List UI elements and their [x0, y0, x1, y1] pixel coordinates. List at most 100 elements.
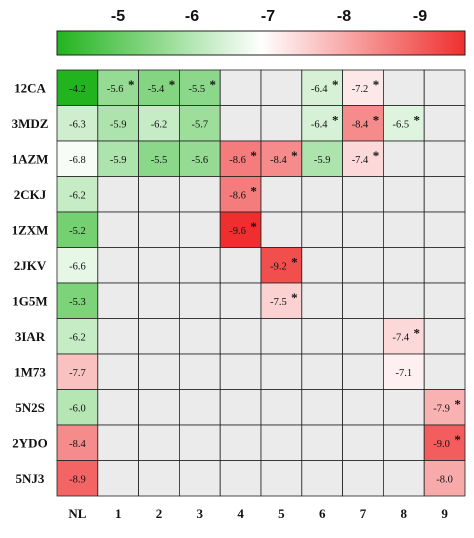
heatmap-cell-empty	[382, 247, 425, 284]
column-label: 9	[441, 506, 448, 521]
colorbar-tick-label: -8	[337, 8, 351, 25]
cell-value: -5.7	[191, 119, 208, 130]
heatmap-cell-empty	[97, 318, 140, 355]
heatmap-cell-empty	[342, 247, 384, 284]
cell-value: -7.7	[69, 368, 86, 379]
column-label: 7	[360, 506, 367, 521]
heatmap-cell	[342, 105, 384, 142]
heatmap-cell-empty	[301, 460, 343, 497]
significance-star: *	[332, 77, 339, 92]
row-label: 5NJ3	[16, 471, 45, 486]
heatmap-cell-empty	[423, 176, 466, 213]
column-label: NL	[68, 506, 86, 521]
heatmap-cell-empty	[260, 69, 303, 106]
heatmap-cell-empty	[301, 389, 343, 426]
heatmap-cell-empty	[97, 353, 140, 390]
heatmap-cell-empty	[138, 353, 180, 390]
row-label: 3MDZ	[12, 116, 49, 131]
heatmap-cell-empty	[423, 247, 466, 284]
heatmap-cell-empty	[138, 282, 180, 319]
heatmap-cell-empty	[97, 247, 140, 284]
heatmap-cell-empty	[382, 424, 425, 461]
significance-star: *	[291, 254, 298, 269]
significance-star: *	[373, 77, 380, 92]
heatmap-cell-empty	[382, 282, 425, 319]
heatmap-cell-empty	[138, 460, 180, 497]
cell-value: -5.3	[69, 297, 86, 308]
heatmap-cell	[423, 460, 466, 497]
cell-value: -6.8	[69, 155, 86, 166]
cell-value: -5.9	[110, 119, 127, 130]
cell-value: -9.2	[270, 261, 287, 272]
heatmap-cell	[260, 140, 303, 177]
heatmap-cell-empty	[342, 460, 384, 497]
heatmap-cell-empty	[301, 424, 343, 461]
cell-value: -5.4	[148, 84, 165, 95]
heatmap-cell-empty	[219, 282, 262, 319]
heatmap-cell	[97, 69, 140, 106]
cell-value: -6.0	[69, 403, 86, 414]
cell-value: -6.2	[69, 190, 86, 201]
cell-value: -5.6	[191, 155, 208, 166]
heatmap-cell-empty	[97, 282, 140, 319]
heatmap-cell	[260, 247, 303, 284]
heatmap-cell-empty	[178, 424, 221, 461]
heatmap-cell-empty	[260, 460, 303, 497]
row-label: 2CKJ	[14, 187, 47, 202]
heatmap-cell-empty	[423, 211, 466, 248]
significance-star: *	[250, 183, 257, 198]
cell-value: -7.5	[270, 297, 287, 308]
heatmap-cell	[56, 460, 99, 497]
heatmap-cell	[382, 318, 425, 355]
heatmap-cell	[260, 282, 303, 319]
cell-value: -5.2	[69, 226, 86, 237]
heatmap-cell-empty	[219, 318, 262, 355]
heatmap-cell-empty	[301, 247, 343, 284]
column-label: 8	[401, 506, 408, 521]
cell-value: -7.4	[392, 332, 409, 343]
heatmap-cell	[138, 140, 180, 177]
column-label: 4	[237, 506, 244, 521]
heatmap-cell-empty	[260, 105, 303, 142]
cell-value: -8.9	[69, 474, 86, 485]
row-label: 1AZM	[12, 151, 49, 166]
cell-value: -7.2	[352, 84, 369, 95]
colorbar-tick-label: -7	[261, 8, 275, 25]
cell-value: -7.1	[395, 368, 412, 379]
heatmap-cell-empty	[382, 460, 425, 497]
heatmap-cell-empty	[301, 282, 343, 319]
column-label: 2	[156, 506, 163, 521]
cell-value: -6.2	[69, 332, 86, 343]
heatmap-cell-empty	[178, 318, 221, 355]
heatmap-cell-empty	[260, 211, 303, 248]
cell-value: -8.0	[436, 474, 453, 485]
heatmap-cell-empty	[138, 176, 180, 213]
row-label: 3IAR	[15, 329, 46, 344]
significance-star: *	[332, 112, 339, 127]
significance-star: *	[250, 219, 257, 234]
heatmap-cell-empty	[260, 353, 303, 390]
heatmap-cell-empty	[382, 140, 425, 177]
cell-value: -7.9	[433, 403, 450, 414]
heatmap-cell-empty	[301, 318, 343, 355]
heatmap-cell-empty	[178, 353, 221, 390]
row-label: 1M73	[14, 364, 46, 379]
cell-value: -5.5	[188, 84, 205, 95]
heatmap-cell-empty	[97, 424, 140, 461]
significance-star: *	[291, 290, 298, 305]
colorbar-bar	[56, 30, 466, 56]
heatmap-cell-empty	[260, 389, 303, 426]
cell-value: -5.9	[314, 155, 331, 166]
column-label: 3	[197, 506, 204, 521]
column-label: 1	[115, 506, 122, 521]
heatmap-cell-empty	[301, 211, 343, 248]
cell-value: -8.4	[270, 155, 287, 166]
colorbar-tick-label: -6	[185, 8, 199, 25]
heatmap-cell-empty	[219, 105, 262, 142]
heatmap-cell-empty	[178, 389, 221, 426]
heatmap-cell-empty	[342, 176, 384, 213]
significance-star: *	[414, 325, 421, 340]
cell-value: -6.6	[69, 261, 86, 272]
heatmap-cell-empty	[219, 460, 262, 497]
